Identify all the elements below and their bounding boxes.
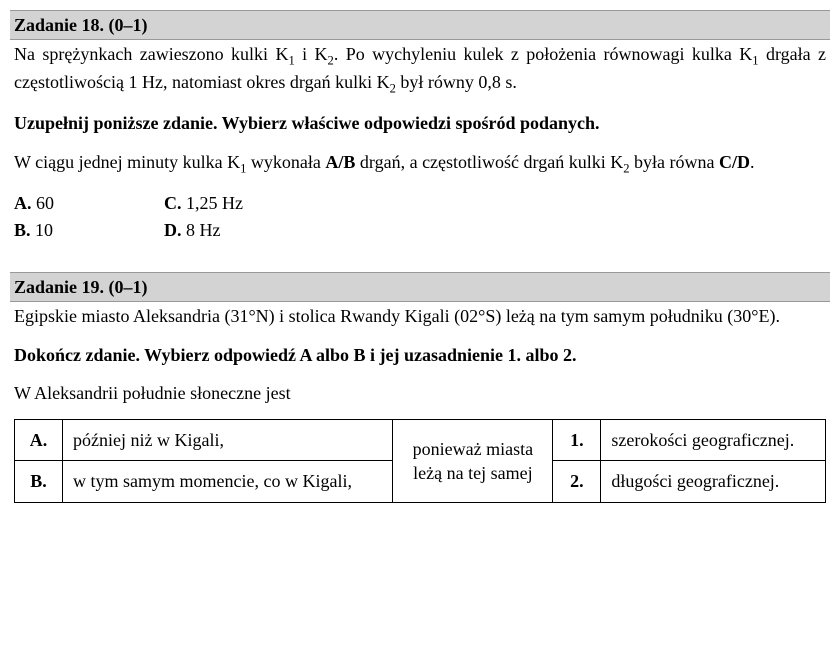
cell-2[interactable]: 2. [553, 461, 601, 502]
cell-B[interactable]: B. [15, 461, 63, 502]
t18-p2d: była równa [630, 152, 719, 172]
task19-header: Zadanie 19. (0–1) [10, 272, 830, 302]
cell-optB: w tym samym momencie, co w Kigali, [63, 461, 393, 502]
optA-val: 60 [32, 193, 55, 213]
optD-label: D. [164, 220, 182, 240]
option-d[interactable]: D. 8 Hz [164, 218, 243, 242]
cell-1[interactable]: 1. [553, 420, 601, 461]
t18-p2e: . [750, 152, 755, 172]
task19-answer-table: A. później niż w Kigali, ponieważ miasta… [14, 419, 826, 503]
task19-paragraph2: W Aleksandrii południe słoneczne jest [14, 381, 826, 405]
cell-optA: później niż w Kigali, [63, 420, 393, 461]
task19-content: Egipskie miasto Aleksandria (31°N) i sto… [10, 304, 830, 502]
cell-mid: ponieważ miasta leżą na tej samej [393, 420, 553, 503]
t18-p1e: był równy 0,8 s. [396, 72, 517, 92]
t18-p1a: Na sprężynkach zawieszono kulki K [14, 44, 288, 64]
t18-p1c: . Po wychyleniu kulek z położenia równow… [334, 44, 752, 64]
t18-ab: A/B [325, 152, 355, 172]
optC-val: 1,25 Hz [182, 193, 244, 213]
optB-val: 10 [31, 220, 54, 240]
task18-options-col1: A. 60 B. 10 [14, 191, 54, 242]
task18-options-col2: C. 1,25 Hz D. 8 Hz [164, 191, 243, 242]
optD-val: 8 Hz [182, 220, 221, 240]
cell-r1: szerokości geograficznej. [601, 420, 826, 461]
option-a[interactable]: A. 60 [14, 191, 54, 215]
t18-p1b: i K [295, 44, 328, 64]
task18-options: A. 60 B. 10 C. 1,25 Hz D. 8 Hz [14, 191, 826, 242]
optA-label: A. [14, 193, 32, 213]
cell-r2: długości geograficznej. [601, 461, 826, 502]
t18-p2b: wykonała [246, 152, 325, 172]
task19-paragraph1: Egipskie miasto Aleksandria (31°N) i sto… [14, 304, 826, 328]
optC-label: C. [164, 193, 182, 213]
option-c[interactable]: C. 1,25 Hz [164, 191, 243, 215]
task18-instruction: Uzupełnij poniższe zdanie. Wybierz właśc… [14, 111, 826, 135]
task18-paragraph2: W ciągu jednej minuty kulka K1 wykonała … [14, 150, 826, 178]
option-b[interactable]: B. 10 [14, 218, 54, 242]
task18-paragraph1: Na sprężynkach zawieszono kulki K1 i K2.… [14, 42, 826, 97]
task19-instruction: Dokończ zdanie. Wybierz odpowiedź A albo… [14, 343, 826, 367]
task18-content: Na sprężynkach zawieszono kulki K1 i K2.… [10, 42, 830, 242]
optB-label: B. [14, 220, 31, 240]
table-row: A. później niż w Kigali, ponieważ miasta… [15, 420, 826, 461]
task18-header: Zadanie 18. (0–1) [10, 10, 830, 40]
cell-A[interactable]: A. [15, 420, 63, 461]
t18-p2c: drgań, a częstotliwość drgań kulki K [355, 152, 623, 172]
t18-p2a: W ciągu jednej minuty kulka K [14, 152, 240, 172]
t18-cd: C/D [719, 152, 750, 172]
